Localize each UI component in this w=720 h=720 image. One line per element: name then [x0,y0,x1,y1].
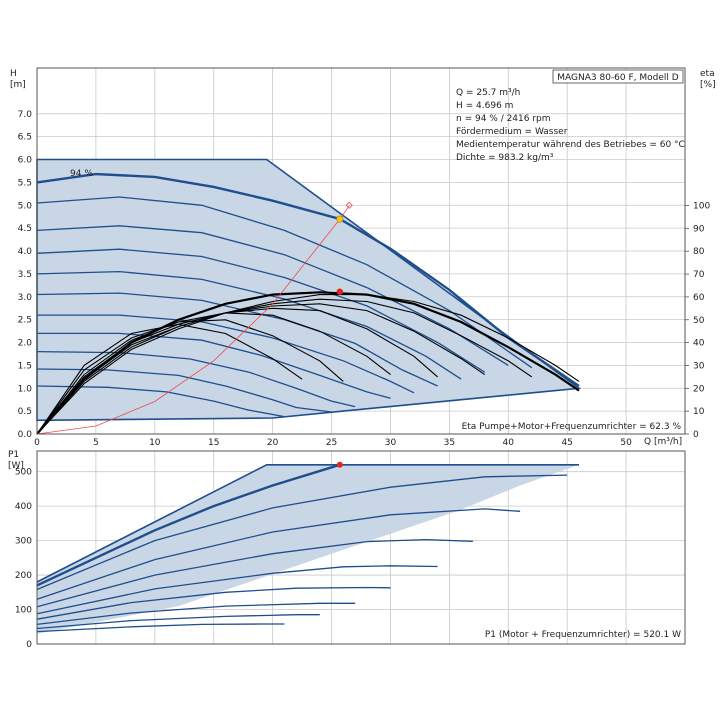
power-curve [36,623,285,633]
info-n: n = 94 % / 2416 rpm [456,114,551,124]
eta-axis-title: eta [700,69,715,79]
info-medium: Fördermedium = Wasser [456,127,568,137]
speed-curve [36,196,533,369]
h-tick-label: 4.0 [18,247,33,257]
info-h: H = 4.696 m [456,101,513,111]
power-envelope-edge [36,464,579,583]
max-speed-curve [36,172,580,387]
operating-point-power [336,461,343,468]
eta-tick-label: 30 [693,361,705,371]
x-tick-label: 45 [561,438,572,448]
speed-label: 94 % [70,169,93,179]
eta-tick-label: 50 [693,316,705,326]
h-tick-label: 3.5 [18,270,32,280]
x-tick-label: 0 [34,438,40,448]
p1-axis-unit: [W] [8,461,24,471]
x-axis-title: Q [m³/h] [644,437,682,447]
speed-curve [37,314,415,394]
speed-curve [36,368,332,413]
eta-curve [36,303,486,435]
info-density: Dichte = 983.2 kg/m³ [456,153,554,163]
p1-annotation: P1 (Motor + Frequenzumrichter) = 520.1 W [485,630,681,640]
p1-tick-label: 100 [15,606,32,616]
head-envelope-area [36,158,582,422]
h-tick-label: 4.5 [18,224,32,234]
h-tick-label: 1.0 [18,384,33,394]
eta-annotation: Eta Pumpe+Motor+Frequenzumrichter = 62.3… [462,422,682,432]
speed-curve [36,270,462,380]
eta-tick-label: 40 [693,339,705,349]
p1-tick-label: 500 [15,468,32,478]
eta-tick-label: 100 [693,202,710,212]
power-curve [36,586,391,620]
head-axes: 0 5 10 15 20 25 30 35 40 45 50 0.0 0.5 1.0 1.5 2.0 2.5 3.… [18,110,711,448]
h-tick-label: 5.0 [18,201,33,211]
eta-curve [36,294,580,435]
info-temperature: Medientemperatur während des Betriebes =… [456,140,685,150]
power-curve [36,538,473,608]
p1-tick-label: 200 [15,571,32,581]
h-tick-label: 1.5 [18,361,32,371]
power-curve [36,565,438,615]
x-tick-label: 20 [267,438,279,448]
head-envelope [36,158,582,422]
h-tick-label: 6.0 [18,156,33,166]
p1-tick-label: 400 [15,502,32,512]
eta-tick-label: 10 [693,407,705,417]
h-tick-label: 0.0 [18,430,33,440]
system-end-marker [345,201,353,209]
x-tick-label: 30 [385,438,397,448]
p1-tick-label: 300 [15,537,32,547]
model-label: MAGNA3 80-60 F, Modell D [557,73,679,83]
h-tick-label: 7.0 [18,110,33,120]
speed-curve [36,225,509,366]
power-curve [36,602,356,626]
eta-tick-label: 0 [693,430,699,440]
power-curve [36,614,320,630]
p1-axis-title: P1 [8,450,19,460]
operating-info: Q = 25.7 m³/h H = 4.696 m n = 94 % / 241… [456,88,685,163]
efficiency-curves [36,291,580,435]
operating-points [336,201,353,295]
operating-point-eta [336,288,343,295]
eta-tick-label: 20 [693,384,705,394]
x-tick-label: 25 [326,438,337,448]
p1-tick-label: 0 [26,640,32,650]
x-tick-label: 10 [149,438,161,448]
x-tick-label: 50 [620,438,632,448]
power-curve [36,508,521,600]
h-axis-title: H [10,69,17,79]
eta-tick-label: 90 [693,224,705,234]
eta-tick-label: 80 [693,247,705,257]
speed-curve [36,385,285,418]
eta-axis-unit: [%] [700,80,716,90]
power-axes: 0 100 200 300 400 500 [15,468,32,650]
x-tick-label: 35 [444,438,455,448]
h-tick-label: 3.0 [18,293,33,303]
power-curves [36,463,568,633]
h-tick-label: 5.5 [18,178,32,188]
power-curve [36,474,568,591]
x-tick-label: 40 [503,438,515,448]
speed-curve [36,248,486,373]
h-tick-label: 6.5 [18,133,32,143]
x-tick-label: 15 [208,438,219,448]
operating-point-head [336,215,344,223]
h-axis-unit: [m] [10,80,26,90]
x-tick-label: 5 [93,438,99,448]
power-plot-frame [36,450,686,645]
max-power-curve [36,463,341,587]
h-tick-label: 2.0 [18,339,33,349]
eta-tick-label: 60 [693,293,705,303]
eta-curve [36,298,533,435]
h-tick-label: 0.5 [18,407,32,417]
speed-curve [37,332,391,399]
eta-tick-label: 70 [693,270,705,280]
info-q: Q = 25.7 m³/h [456,88,520,98]
model-label-box [552,69,684,84]
h-tick-label: 2.5 [18,316,32,326]
power-operating-point [336,461,343,468]
eta-max-curve [36,291,580,435]
